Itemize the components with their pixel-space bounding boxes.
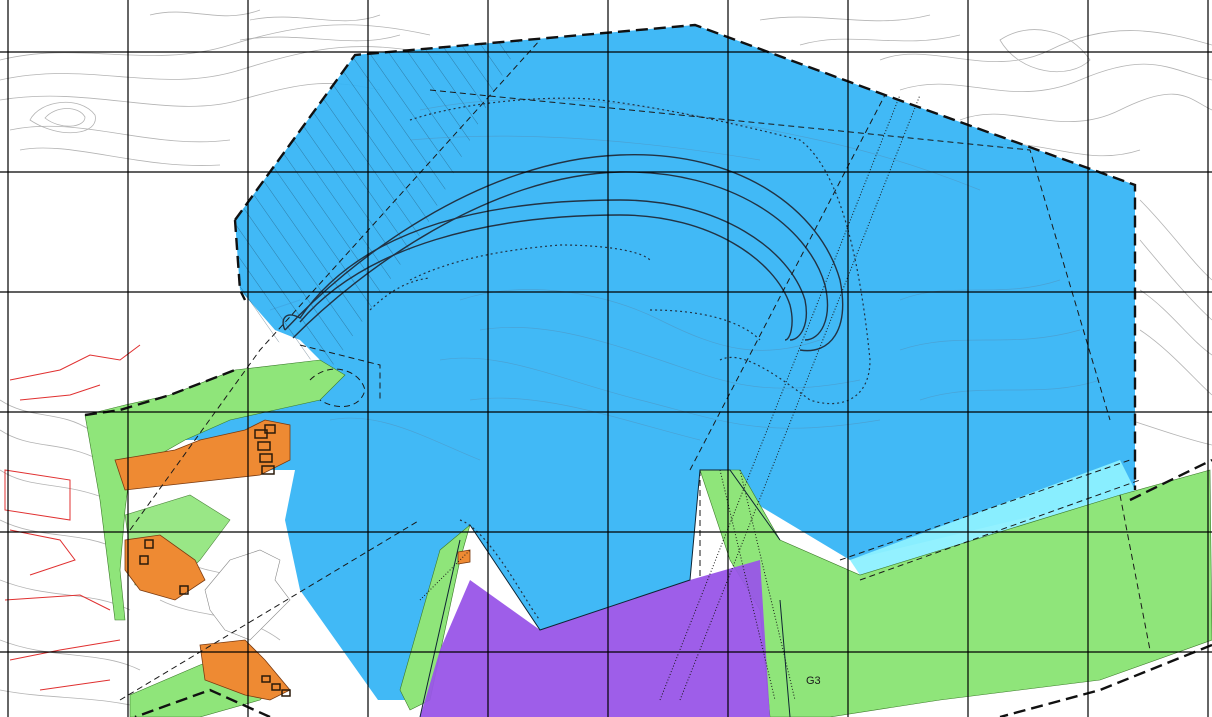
seabed-contours	[329, 98, 1101, 461]
orange-zones	[114, 419, 471, 701]
inner-basin-line	[369, 97, 871, 621]
planning-lines	[119, 39, 1151, 701]
buildings	[139, 424, 291, 697]
breakwater	[282, 154, 844, 352]
zone-label-g3: G3	[806, 675, 821, 687]
purple-zone	[420, 560, 770, 717]
road-lines	[419, 94, 921, 701]
cyan-zone	[850, 460, 1135, 575]
hatched-zone	[235, 40, 520, 370]
zone-edges	[419, 469, 791, 717]
plan-boundary	[84, 23, 1212, 717]
